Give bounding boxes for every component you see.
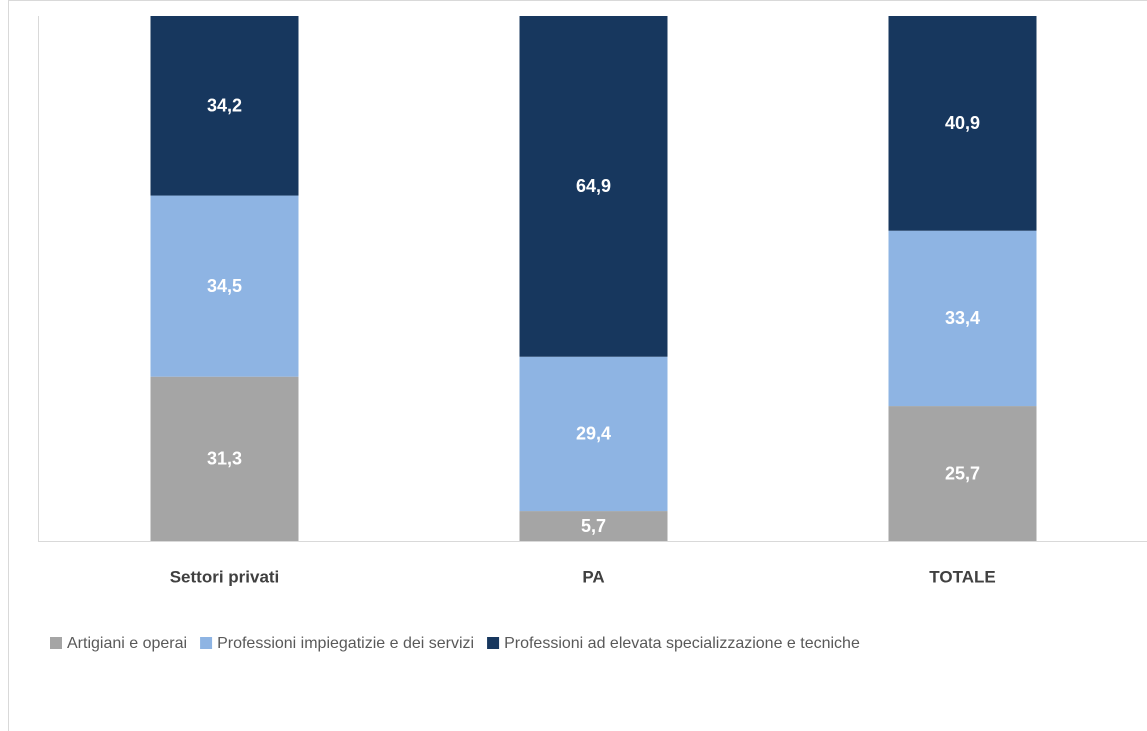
bar-segment bbox=[519, 511, 668, 541]
data-label: 5,7 bbox=[581, 516, 606, 536]
legend-label: Professioni impiegatizie e dei servizi bbox=[217, 635, 474, 652]
bar-segment bbox=[888, 406, 1037, 541]
data-label: 34,2 bbox=[207, 96, 242, 116]
bar-segment bbox=[519, 16, 668, 357]
data-label: 34,5 bbox=[207, 276, 242, 296]
legend-swatch bbox=[200, 637, 213, 649]
data-label: 33,4 bbox=[945, 308, 980, 328]
x-tick-label: Settori privati bbox=[170, 567, 280, 586]
bar-segment bbox=[150, 376, 299, 541]
bar-segment bbox=[150, 16, 299, 196]
bar-segment bbox=[888, 16, 1037, 231]
legend-swatch bbox=[487, 637, 500, 649]
data-label: 64,9 bbox=[576, 176, 611, 196]
legend-swatch bbox=[50, 637, 62, 649]
data-label: 31,3 bbox=[207, 449, 242, 469]
data-label: 29,4 bbox=[576, 424, 611, 444]
bar-segment bbox=[519, 356, 668, 512]
bar-segment bbox=[888, 230, 1037, 407]
x-tick-label: PA bbox=[582, 567, 604, 586]
legend-label: Professioni ad elevata specializzazione … bbox=[504, 635, 860, 652]
data-label: 40,9 bbox=[945, 113, 980, 133]
bar-segment bbox=[150, 195, 299, 377]
x-tick-label: TOTALE bbox=[929, 567, 995, 586]
data-label: 25,7 bbox=[945, 463, 980, 483]
legend-label: Artigiani e operai bbox=[67, 635, 187, 652]
